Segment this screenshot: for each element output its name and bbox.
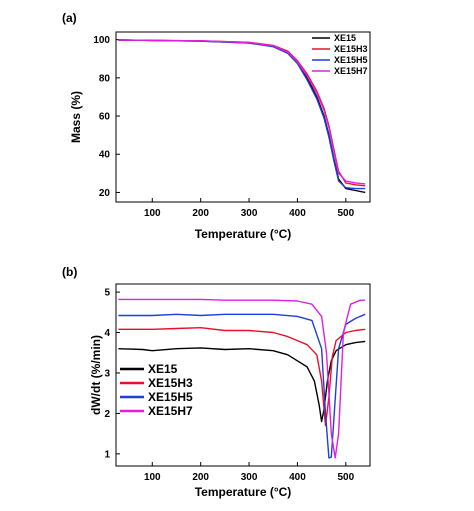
legend-label-xe15h5: XE15H5 [148, 390, 193, 404]
x-tick-label: 300 [241, 472, 258, 483]
x-tick-label: 300 [241, 208, 258, 219]
panel-a-series-lines [118, 39, 366, 194]
x-tick-label: 500 [337, 208, 354, 219]
series-line-xe15 [118, 340, 366, 423]
series-line-xe15h7 [118, 298, 366, 459]
panel-b-series-lines [118, 298, 366, 459]
panel-b-y-axis-title: dW/dt (%/min) [89, 335, 103, 415]
panel-a-label: (a) [62, 11, 77, 25]
x-tick-label: 500 [337, 472, 354, 483]
legend-label-xe15h7: XE15H7 [334, 66, 368, 76]
y-tick-label: 100 [93, 35, 110, 46]
panel-a-x-ticks: 100 200 300 400 500 [144, 198, 355, 219]
y-tick-label: 20 [99, 188, 111, 199]
legend-label-xe15h3: XE15H3 [334, 44, 368, 54]
x-tick-label: 400 [289, 208, 306, 219]
panel-b-plot-frame [115, 283, 371, 467]
y-tick-label: 60 [99, 112, 111, 123]
series-line-xe15h5 [118, 39, 366, 190]
y-tick-label: 2 [104, 409, 110, 420]
panel-b-label: (b) [62, 265, 77, 279]
panel-b-x-axis-title: Temperature (°C) [195, 485, 292, 499]
x-tick-label: 100 [144, 208, 161, 219]
x-tick-label: 200 [192, 472, 209, 483]
y-tick-label: 3 [104, 368, 110, 379]
panel-a-y-axis-title: Mass (%) [69, 91, 83, 143]
y-tick-label: 5 [104, 288, 110, 299]
legend-label-xe15h5: XE15H5 [334, 55, 368, 65]
panel-b-x-ticks: 100 200 300 400 500 [144, 462, 355, 483]
panel-a-plot-frame [115, 31, 371, 203]
series-line-xe15 [118, 39, 366, 194]
x-tick-label: 400 [289, 472, 306, 483]
x-tick-label: 200 [192, 208, 209, 219]
x-tick-label: 100 [144, 472, 161, 483]
series-line-xe15h3 [118, 327, 366, 427]
y-tick-label: 1 [104, 449, 110, 460]
panel-b-y-ticks: 1 2 3 4 5 [104, 288, 120, 460]
y-tick-label: 40 [99, 150, 111, 161]
series-line-xe15h3 [118, 39, 366, 187]
legend-label-xe15: XE15 [148, 362, 178, 376]
legend-label-xe15h3: XE15H3 [148, 376, 193, 390]
series-line-xe15h7 [118, 39, 366, 185]
y-tick-label: 80 [99, 73, 111, 84]
legend-label-xe15h7: XE15H7 [148, 404, 193, 418]
y-tick-label: 4 [104, 328, 110, 339]
panel-a-x-axis-title: Temperature (°C) [195, 227, 292, 241]
series-line-xe15h5 [118, 313, 366, 459]
legend-label-xe15: XE15 [334, 33, 356, 43]
